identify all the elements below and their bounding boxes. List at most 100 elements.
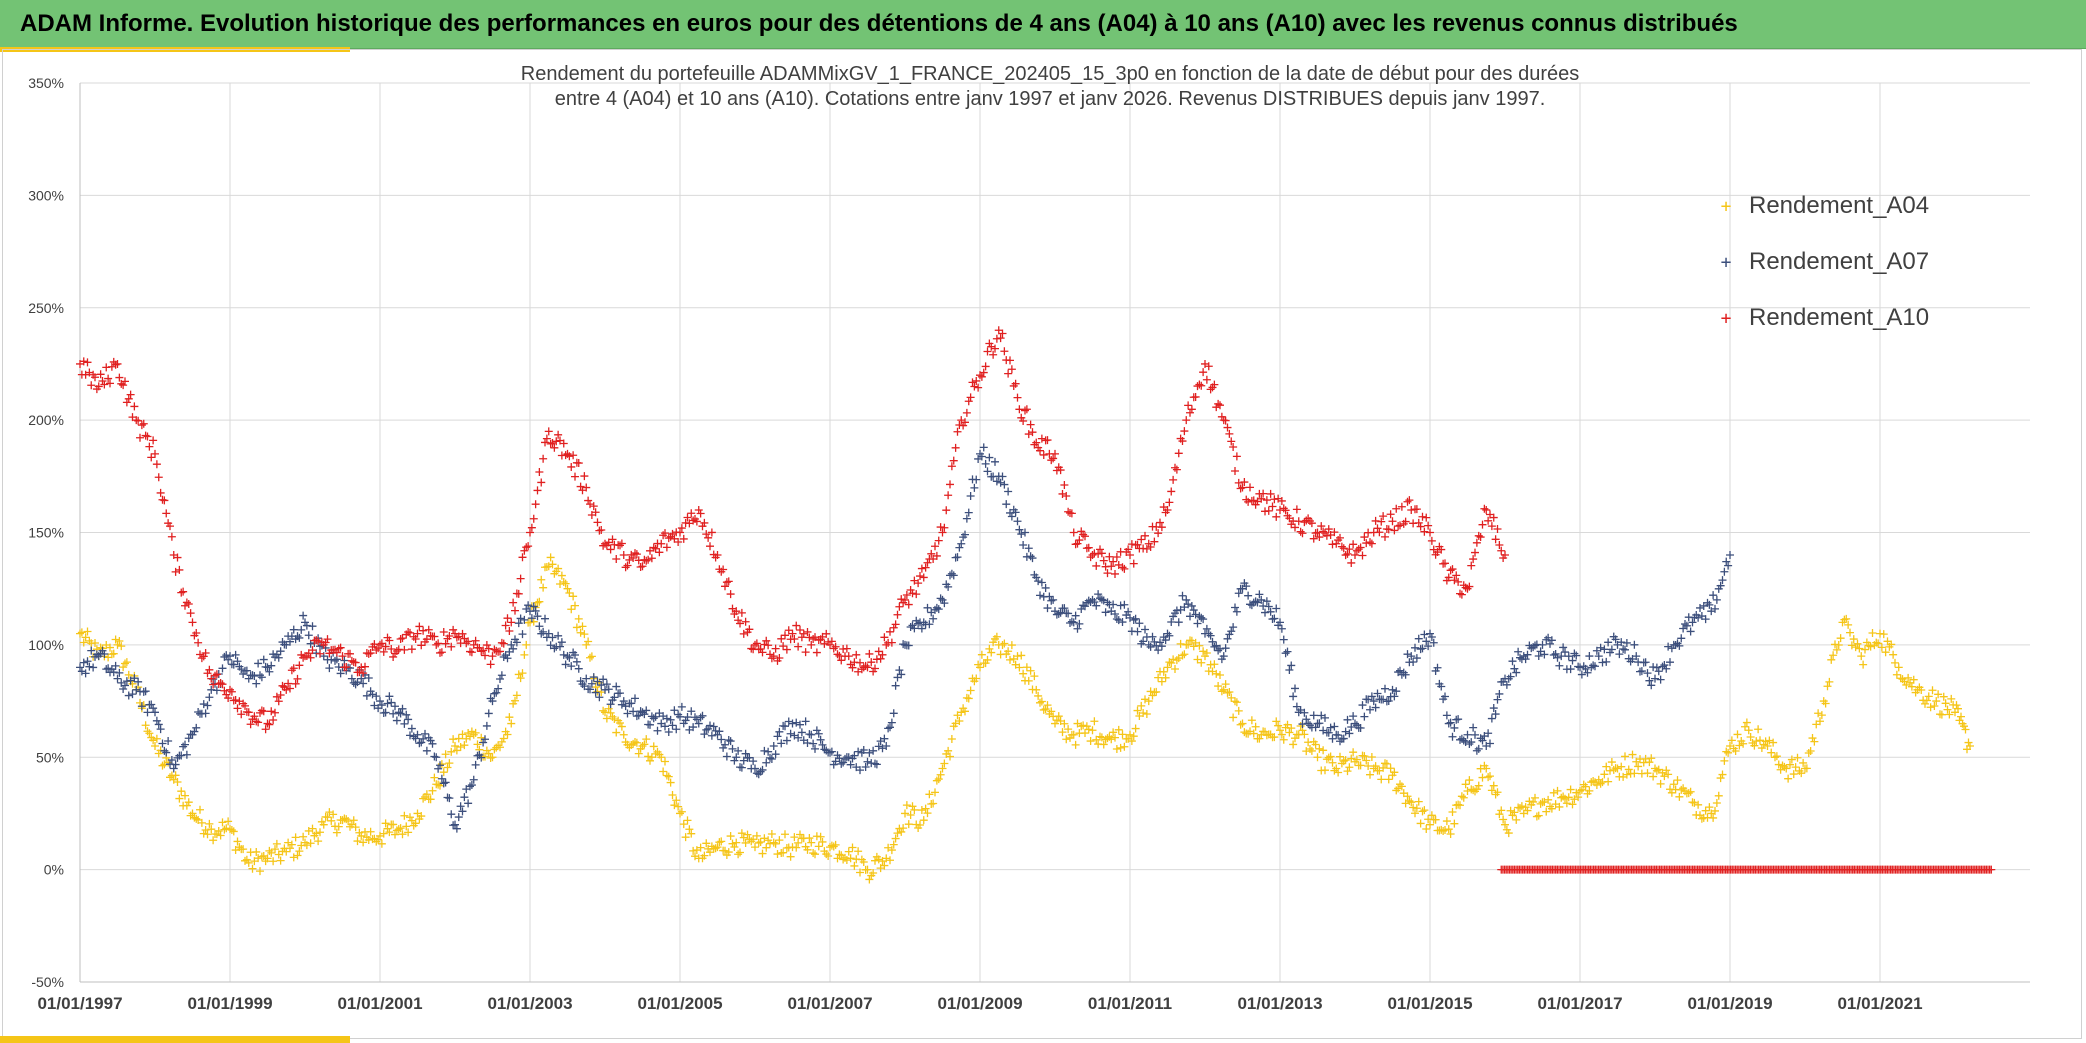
scatter-point-rendement_a07 [1158, 642, 1166, 650]
scatter-point-rendement_a04 [817, 833, 825, 841]
scatter-point-rendement_a10 [580, 472, 588, 480]
scatter-point-rendement_a04 [579, 622, 587, 630]
scatter-point-rendement_a07 [1589, 661, 1597, 669]
scatter-point-rendement_a04 [1030, 672, 1038, 680]
scatter-point-rendement_a10 [1171, 464, 1179, 472]
scatter-point-rendement_a04 [224, 817, 232, 825]
scatter-point-rendement_a07 [920, 618, 928, 626]
scatter-point-rendement_a04 [1893, 671, 1901, 679]
scatter-point-rendement_a04 [659, 768, 667, 776]
scatter-point-rendement_a04 [207, 825, 215, 833]
scatter-point-rendement_a04 [1803, 764, 1811, 772]
scatter-point-rendement_a07 [1490, 704, 1498, 712]
scatter-point-rendement_a07 [1349, 712, 1357, 720]
scatter-point-rendement_a04 [1827, 656, 1835, 664]
scatter-point-rendement_a07 [1535, 652, 1543, 660]
scatter-point-rendement_a07 [1261, 609, 1269, 617]
scatter-point-rendement_a07 [1284, 648, 1292, 656]
scatter-point-rendement_a10 [1405, 496, 1413, 504]
scatter-point-rendement_a07 [299, 612, 307, 620]
scatter-point-rendement_a10 [678, 524, 686, 532]
scatter-point-rendement_a07 [389, 710, 397, 718]
scatter-point-rendement_a04 [1833, 646, 1841, 654]
scatter-point-rendement_a10 [1299, 529, 1307, 537]
scatter-point-rendement_a04 [1473, 785, 1481, 793]
scatter-point-rendement_a07 [819, 741, 827, 749]
scatter-point-rendement_a07 [500, 653, 508, 661]
scatter-point-rendement_a07 [967, 492, 975, 500]
scatter-point-rendement_a04 [607, 709, 615, 717]
scatter-point-rendement_a04 [1233, 698, 1241, 706]
scatter-point-rendement_a07 [1602, 658, 1610, 666]
scatter-point-rendement_a04 [603, 715, 611, 723]
scatter-point-rendement_a10 [963, 409, 971, 417]
scatter-point-rendement_a07 [925, 620, 933, 628]
scatter-point-rendement_a04 [1550, 789, 1558, 797]
scatter-point-rendement_a07 [1469, 724, 1477, 732]
scatter-point-rendement_a10 [1100, 557, 1108, 565]
scatter-point-rendement_a04 [151, 742, 159, 750]
scatter-point-rendement_a10 [1389, 517, 1397, 525]
scatter-point-rendement_a04 [434, 781, 442, 789]
scatter-point-rendement_a10 [820, 640, 828, 648]
scatter-point-rendement_a04 [910, 806, 918, 814]
scatter-point-rendement_a04 [1818, 711, 1826, 719]
scatter-point-rendement_a07 [708, 732, 716, 740]
scatter-point-rendement_a10 [796, 626, 804, 634]
scatter-point-rendement_a10 [1293, 505, 1301, 513]
scatter-point-rendement_a10 [1068, 509, 1076, 517]
scatter-point-rendement_a10 [179, 588, 187, 596]
scatter-point-rendement_a07 [1109, 601, 1117, 609]
scatter-point-rendement_a04 [487, 754, 495, 762]
scatter-point-rendement_a04 [1630, 769, 1638, 777]
scatter-point-rendement_a10 [577, 483, 585, 491]
scatter-point-rendement_a10 [721, 582, 729, 590]
scatter-point-rendement_a07 [539, 628, 547, 636]
scatter-point-rendement_a04 [110, 650, 118, 658]
scatter-point-rendement_a07 [1392, 687, 1400, 695]
scatter-point-rendement_a07 [372, 692, 380, 700]
scatter-point-rendement_a07 [252, 680, 260, 688]
scatter-point-rendement_a04 [1079, 721, 1087, 729]
scatter-point-rendement_a07 [997, 479, 1005, 487]
scatter-point-rendement_a10 [498, 639, 506, 647]
scatter-point-rendement_a10 [702, 530, 710, 538]
scatter-point-rendement_a10 [922, 564, 930, 572]
scatter-point-rendement_a07 [652, 713, 660, 721]
scatter-point-rendement_a07 [1068, 618, 1076, 626]
scatter-point-rendement_a04 [1081, 729, 1089, 737]
scatter-point-rendement_a07 [1705, 601, 1713, 609]
scatter-point-rendement_a07 [1642, 658, 1650, 666]
scatter-point-rendement_a04 [333, 829, 341, 837]
scatter-point-rendement_a04 [689, 847, 697, 855]
scatter-point-rendement_a10 [1265, 507, 1273, 515]
scatter-point-rendement_a04 [1420, 806, 1428, 814]
scatter-point-rendement_a10 [1175, 449, 1183, 457]
scatter-point-rendement_a04 [1563, 799, 1571, 807]
scatter-point-rendement_a04 [1349, 748, 1357, 756]
scatter-point-rendement_a07 [532, 607, 540, 615]
chart-title-line-2: entre 4 (A04) et 10 ans (A10). Cotations… [345, 87, 1755, 112]
scatter-point-rendement_a07 [1655, 667, 1663, 675]
scatter-point-rendement_a07 [1315, 719, 1323, 727]
scatter-point-rendement_a04 [792, 844, 800, 852]
scatter-point-rendement_a07 [82, 669, 90, 677]
scatter-point-rendement_a04 [742, 839, 750, 847]
scatter-point-rendement_a07 [1615, 650, 1623, 658]
scatter-point-rendement_a07 [415, 739, 423, 747]
scatter-point-rendement_a10 [1377, 518, 1385, 526]
scatter-point-rendement_a04 [1625, 765, 1633, 773]
scatter-point-rendement_a04 [1490, 782, 1498, 790]
scatter-point-rendement_a10 [481, 651, 489, 659]
scatter-point-rendement_a04 [284, 839, 292, 847]
scatter-point-rendement_a07 [1179, 592, 1187, 600]
scatter-point-rendement_a07 [1075, 620, 1083, 628]
scatter-point-rendement_a10 [1428, 537, 1436, 545]
scatter-point-rendement_a04 [1152, 688, 1160, 696]
scatter-point-rendement_a07 [1038, 578, 1046, 586]
scatter-point-rendement_a07 [1659, 663, 1667, 671]
scatter-point-rendement_a10 [834, 650, 842, 658]
scatter-point-rendement_a04 [1889, 651, 1897, 659]
scatter-point-rendement_a07 [423, 747, 431, 755]
scatter-point-rendement_a07 [517, 614, 525, 622]
